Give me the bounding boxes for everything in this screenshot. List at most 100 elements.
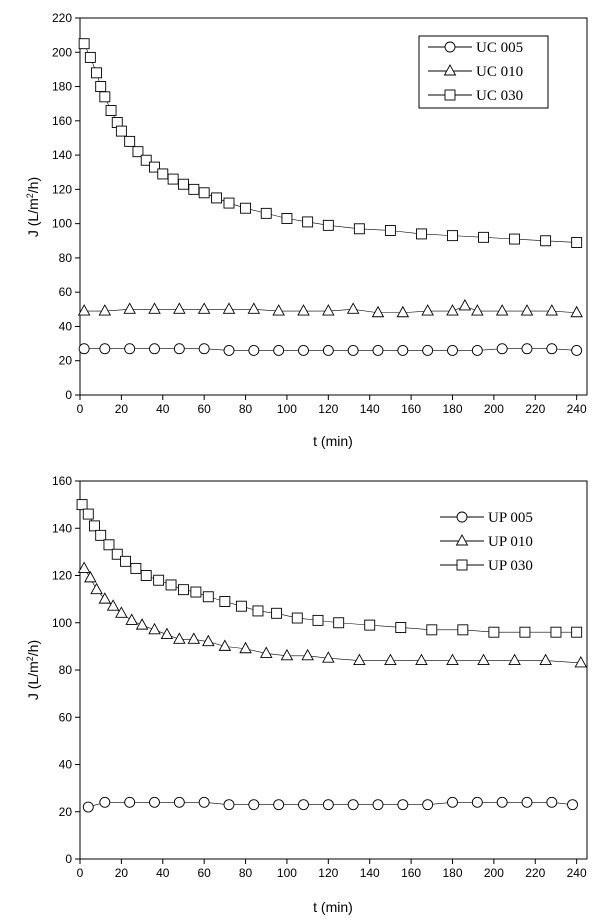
data-point-up-005 [347,799,359,811]
data-point-up-030 [550,626,562,638]
data-point-uc-010 [520,304,534,316]
data-point-up-030 [95,529,107,541]
data-point-uc-010 [495,304,509,316]
y-tick-label: 160 [52,474,72,488]
data-point-up-010 [135,618,149,630]
x-tick-label: 220 [525,866,545,880]
data-point-uc-005 [124,343,136,355]
plot-frame [79,17,588,396]
data-point-uc-010 [545,304,559,316]
data-point-uc-005 [571,344,583,356]
y-tick-label: 220 [52,11,72,25]
x-axis-label: t (min) [313,433,353,449]
chart-uc: 0 20 40 60 80 100 120 140 160 180 200 220 240 0 20 40 60… [25,11,588,449]
y-tick-label: 100 [52,616,72,630]
data-point-up-005 [298,799,309,811]
data-point-uc-010 [173,302,186,314]
data-point-uc-030 [157,168,169,180]
data-point-uc-030 [198,187,210,199]
data-point-up-010 [353,653,366,665]
data-point-uc-010 [471,304,484,316]
data-point-up-030 [252,605,264,617]
y-tick-label: 60 [59,285,73,299]
data-point-uc-030 [167,173,179,185]
y-tick-label: 140 [52,148,72,162]
data-point-up-010 [280,648,294,661]
data-point-up-030 [426,624,438,636]
data-point-uc-030 [509,233,521,245]
data-point-up-030 [519,626,531,638]
data-point-uc-005 [496,343,508,355]
data-point-up-030 [190,586,202,598]
data-point-up-005 [567,799,578,811]
x-tick-label: 160 [401,866,421,880]
data-point-uc-030 [95,81,107,92]
x-tick-label: 40 [156,866,170,880]
data-point-up-030 [130,562,142,574]
data-point-up-010 [90,582,103,595]
legend: UP 005 UP 010 UP 030 [437,503,550,575]
data-point-uc-010 [197,302,211,314]
y-tick-label: 40 [59,319,73,333]
data-point-uc-010 [247,302,261,314]
data-point-uc-010 [222,302,236,314]
x-tick-label: 60 [197,402,211,416]
data-point-up-030 [333,617,345,629]
data-point-up-005 [496,796,508,808]
data-point-up-005 [322,799,334,811]
data-point-uc-030 [78,38,90,50]
data-point-uc-005 [298,344,309,356]
data-point-up-030 [291,612,303,624]
data-point-up-030 [165,579,177,591]
data-point-uc-030 [99,91,111,103]
data-point-up-030 [103,539,115,551]
axis-ticks: 0 20 40 60 80 100 120 140 160 180 200 220 240 0 20 40 60… [52,474,587,880]
legend-label-up-005: UP 005 [488,510,533,526]
data-point-uc-030 [540,235,552,247]
data-point-uc-005 [521,343,533,355]
data-point-uc-030 [447,230,458,242]
data-point-up-010 [84,570,97,583]
data-marks [77,38,583,356]
data-point-uc-010 [77,304,91,316]
x-tick-label: 220 [525,402,545,416]
data-point-up-005 [546,796,558,808]
axis-ticks: 0 20 40 60 80 100 120 140 160 180 200 220 240 0 20 40 60… [52,11,587,416]
x-tick-label: 0 [77,866,84,880]
data-point-up-010 [106,599,120,611]
data-point-uc-030 [353,223,365,235]
data-point-uc-030 [478,231,489,243]
data-point-uc-030 [240,202,252,214]
y-tick-label: 120 [52,182,72,196]
x-tick-label: 200 [484,402,504,416]
x-tick-label: 40 [156,402,170,416]
data-point-uc-030 [281,213,293,224]
chart-up: 0 20 40 60 80 100 120 140 160 180 200 220 240 0 20 40 60… [25,474,588,915]
data-point-up-030 [140,570,152,581]
x-axis-label: t (min) [313,899,353,915]
data-point-up-005 [124,796,136,808]
y-tick-label: 160 [52,114,72,128]
data-point-up-030 [82,508,94,520]
x-tick-label: 120 [318,402,338,416]
data-point-up-005 [198,796,210,808]
x-tick-label: 80 [239,402,253,416]
data-point-up-010 [384,653,397,665]
x-tick-label: 20 [115,402,129,416]
data-point-uc-005 [347,344,359,356]
data-point-up-005 [248,799,260,811]
data-point-uc-030 [384,225,396,236]
y-tick-label: 120 [52,569,72,583]
data-point-uc-030 [211,192,223,204]
data-point-uc-030 [132,146,144,158]
data-point-uc-010 [421,304,434,316]
x-tick-label: 200 [484,866,504,880]
data-point-up-005 [273,799,285,811]
y-axis-label: J (L/m2/h) [25,640,41,700]
data-point-uc-005 [447,344,458,356]
y-tick-label: 0 [65,388,72,402]
y-tick-label: 140 [52,521,72,535]
data-point-up-030 [235,600,247,612]
data-point-uc-005 [173,343,185,355]
